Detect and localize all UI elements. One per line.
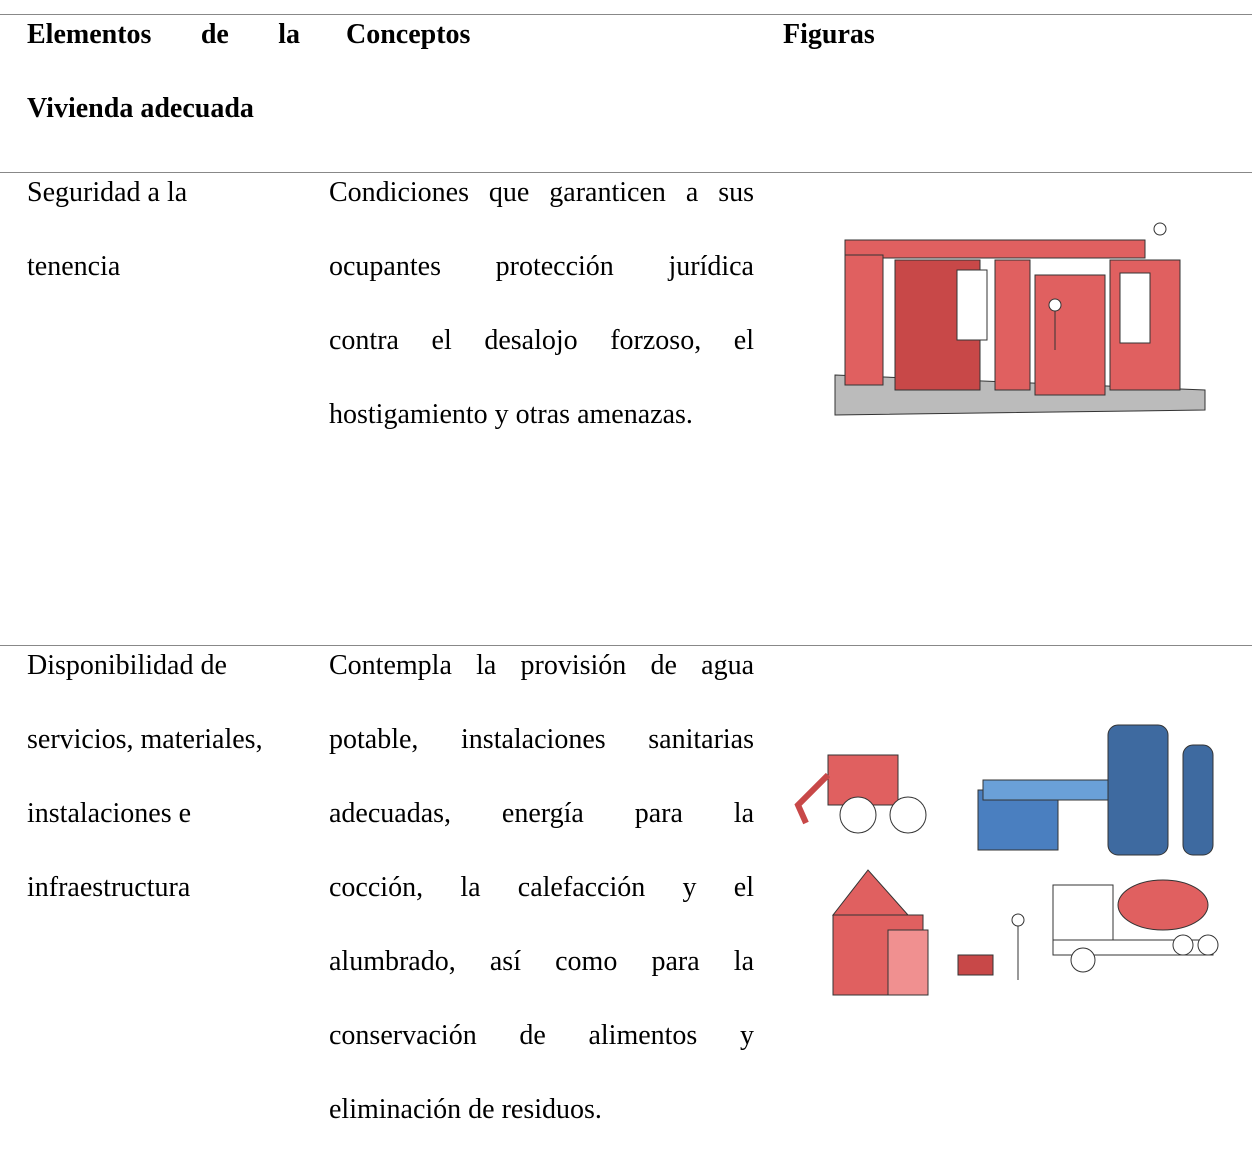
row-concept: Condiciones que garanticen a sus ocupante… xyxy=(329,156,754,452)
text-line: Disponibilidad de xyxy=(27,650,227,681)
text-line: Elementos de la xyxy=(27,19,300,50)
text-line: alumbrado, así como para la xyxy=(329,946,754,977)
text-line: infraestructura xyxy=(27,872,191,903)
row-label: Seguridad a la tenencia xyxy=(27,156,325,304)
header-cell: Conceptos xyxy=(346,0,646,72)
text-line: Seguridad a la xyxy=(27,177,188,208)
text-line: Condiciones que garanticen a sus xyxy=(329,177,754,208)
header-cell: Figuras xyxy=(783,0,1083,72)
text-line: ocupantes protección jurídica xyxy=(329,251,754,282)
header-rule xyxy=(0,172,1252,173)
figure-services xyxy=(794,724,1219,996)
text-line: eliminación de residuos. xyxy=(329,1094,602,1125)
text-line: Vivienda adecuada xyxy=(27,93,254,124)
text-line: cocción, la calefacción y el xyxy=(329,872,754,903)
row-rule xyxy=(0,645,1252,646)
text-line: tenencia xyxy=(27,251,121,282)
text-line: adecuadas, energía para la xyxy=(329,798,754,829)
text-line: Contempla la provisión de agua xyxy=(329,650,754,681)
row-concept: Contempla la provisión de agua potable, i… xyxy=(329,629,754,1147)
text-line: Figuras xyxy=(783,19,875,50)
text-line: hostigamiento y otras amenazas. xyxy=(329,399,693,430)
header-cell: Elementos de la Vivienda adecuada xyxy=(27,0,300,146)
figure-construction xyxy=(834,222,1206,416)
top-rule xyxy=(0,14,1252,15)
text-line: instalaciones e xyxy=(27,798,192,829)
text-line: Conceptos xyxy=(346,19,471,50)
text-line: potable, instalaciones sanitarias xyxy=(329,724,754,755)
text-line: conservación de alimentos y xyxy=(329,1020,754,1051)
text-line: contra el desalojo forzoso, el xyxy=(329,325,754,356)
row-label: Disponibilidad de servicios, materiales, i… xyxy=(27,629,325,925)
text-line: servicios, materiales, xyxy=(27,724,263,755)
